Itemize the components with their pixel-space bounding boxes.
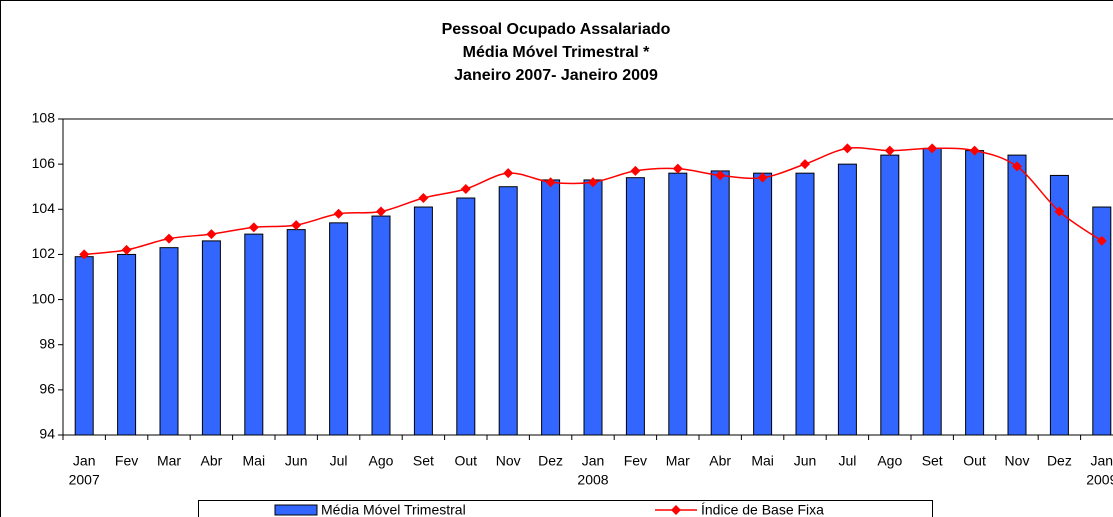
x-group-label: 2009 xyxy=(1086,472,1113,488)
y-tick-label: 102 xyxy=(32,245,56,261)
bar xyxy=(1092,206,1112,436)
marker xyxy=(291,220,302,231)
chart-title: Média Móvel Trimestral * xyxy=(463,44,651,61)
x-tick-label: Jan xyxy=(1091,453,1113,469)
y-tick-label: 94 xyxy=(39,426,55,442)
x-tick-label: Abr xyxy=(201,453,223,469)
legend xyxy=(198,500,933,517)
x-tick-label: Out xyxy=(963,453,986,469)
legend-label: Média Móvel Trimestral xyxy=(321,502,466,517)
marker xyxy=(969,145,980,156)
marker xyxy=(842,143,853,154)
y-tick-label: 98 xyxy=(39,335,55,351)
marker xyxy=(588,177,598,188)
bar xyxy=(329,222,349,436)
x-tick-label: Jun xyxy=(285,453,308,469)
x-tick-label: Fev xyxy=(115,453,138,469)
chart-title: Janeiro 2007- Janeiro 2009 xyxy=(454,67,658,84)
marker xyxy=(672,163,683,174)
y-tick-label: 108 xyxy=(32,110,56,126)
marker xyxy=(164,233,174,244)
marker xyxy=(715,170,726,181)
x-tick-label: Ago xyxy=(877,453,902,469)
bar xyxy=(668,172,688,436)
marker xyxy=(1054,206,1065,217)
marker xyxy=(1012,161,1022,172)
marker xyxy=(79,249,90,260)
x-group-label: 2008 xyxy=(577,472,608,488)
bar xyxy=(371,215,391,436)
x-tick-label: Mar xyxy=(666,453,690,469)
x-tick-label: Dez xyxy=(1047,453,1072,469)
bar xyxy=(965,150,985,436)
marker xyxy=(206,229,217,240)
x-tick-label: Ago xyxy=(369,453,394,469)
marker xyxy=(800,159,810,170)
marker xyxy=(460,183,471,194)
marker xyxy=(376,206,386,217)
bar xyxy=(1049,174,1069,436)
bar xyxy=(710,170,730,436)
legend-label: Índice de Base Fixa xyxy=(701,502,824,517)
bar xyxy=(456,197,476,436)
x-tick-label: Jan xyxy=(73,453,96,469)
marker xyxy=(418,193,429,203)
bar xyxy=(74,256,94,436)
x-tick-label: Set xyxy=(922,453,943,469)
marker xyxy=(927,143,938,154)
bar xyxy=(413,206,433,436)
marker xyxy=(884,145,895,156)
marker xyxy=(121,244,132,255)
marker xyxy=(630,165,641,176)
x-tick-label: Mai xyxy=(751,453,774,469)
bar xyxy=(583,179,603,436)
bar xyxy=(837,163,857,436)
marker xyxy=(757,172,768,183)
chart-title: Pessoal Ocupado Assalariado xyxy=(442,21,671,38)
bar xyxy=(117,253,137,436)
x-tick-label: Mai xyxy=(243,453,266,469)
y-tick-label: 104 xyxy=(32,200,56,216)
x-tick-label: Jul xyxy=(838,453,856,469)
x-tick-label: Nov xyxy=(1005,453,1030,469)
bar xyxy=(1007,154,1027,436)
x-tick-label: Jan xyxy=(582,453,605,469)
y-tick-label: 106 xyxy=(32,155,56,171)
bar xyxy=(201,240,221,436)
marker xyxy=(545,177,556,188)
y-tick-label: 100 xyxy=(32,290,56,306)
bar xyxy=(922,147,942,436)
x-tick-label: Set xyxy=(413,453,434,469)
bar xyxy=(498,186,518,436)
bar xyxy=(795,172,815,436)
y-tick-label: 96 xyxy=(39,381,55,397)
bar xyxy=(541,179,561,436)
marker xyxy=(503,168,514,179)
bar xyxy=(625,177,645,436)
x-tick-label: Jun xyxy=(794,453,817,469)
bar xyxy=(880,154,900,436)
bar xyxy=(244,233,264,436)
x-tick-label: Fev xyxy=(624,453,647,469)
x-tick-label: Out xyxy=(455,453,478,469)
x-tick-label: Nov xyxy=(496,453,521,469)
legend-swatch xyxy=(671,505,681,515)
x-tick-label: Dez xyxy=(538,453,563,469)
legend-swatch xyxy=(274,504,318,516)
x-group-label: 2007 xyxy=(69,472,100,488)
x-tick-label: Abr xyxy=(709,453,731,469)
x-tick-label: Mar xyxy=(157,453,181,469)
bar xyxy=(753,172,773,436)
marker xyxy=(248,222,259,233)
bar xyxy=(286,229,306,436)
marker xyxy=(333,208,344,219)
x-tick-label: Jul xyxy=(330,453,348,469)
bar xyxy=(159,247,179,436)
marker xyxy=(1096,235,1107,246)
